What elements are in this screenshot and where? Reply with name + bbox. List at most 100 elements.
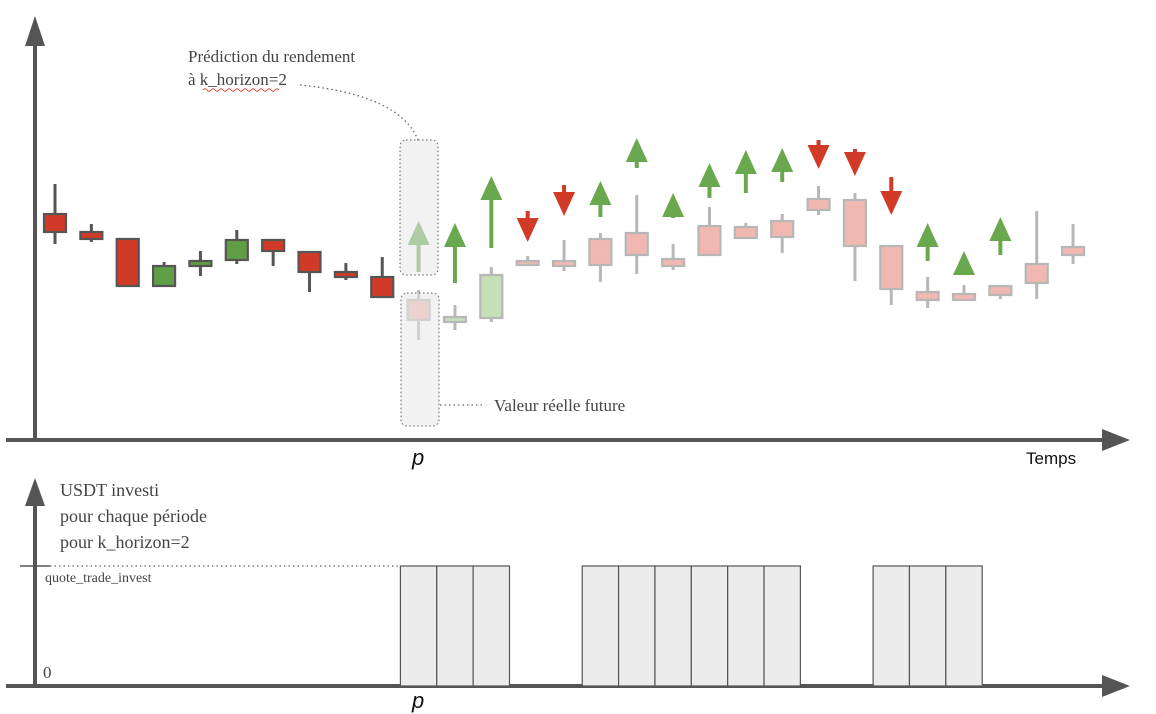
candle-body bbox=[115, 237, 140, 288]
candle-body bbox=[442, 315, 468, 324]
price-axis-arrowhead bbox=[25, 16, 45, 46]
prediction-arrow bbox=[771, 148, 794, 182]
investment-bar bbox=[436, 565, 474, 687]
candle-body bbox=[988, 284, 1013, 297]
candle bbox=[42, 184, 68, 244]
candle-body bbox=[224, 238, 249, 262]
candle bbox=[842, 193, 868, 281]
candle bbox=[79, 224, 104, 242]
prediction-arrow-head bbox=[698, 163, 721, 187]
investment-bar bbox=[617, 565, 656, 687]
investment-bar bbox=[908, 565, 947, 687]
investment-bar bbox=[472, 565, 511, 687]
candle-body bbox=[370, 275, 395, 299]
prediction-arrow-head bbox=[625, 138, 648, 162]
candle-body bbox=[842, 198, 868, 248]
candle-body bbox=[333, 270, 358, 279]
candle bbox=[661, 244, 686, 270]
prediction-label-line2: à k_horizon=2 bbox=[188, 70, 287, 89]
candle bbox=[442, 305, 468, 330]
candle bbox=[624, 195, 649, 274]
candle-body bbox=[297, 250, 322, 274]
prediction-arrow-head bbox=[480, 176, 503, 200]
candle bbox=[115, 237, 140, 288]
candle-body bbox=[951, 292, 977, 302]
prediction-arrow-head bbox=[807, 145, 830, 169]
time-axis-bottom-arrowhead bbox=[1102, 675, 1130, 697]
investment-bar bbox=[690, 565, 729, 687]
candle-body bbox=[479, 273, 504, 320]
candle-body bbox=[624, 231, 649, 257]
candle-body bbox=[79, 230, 104, 241]
candle-body bbox=[770, 219, 795, 239]
time-axis-label: Temps bbox=[1026, 449, 1076, 468]
prediction-arrow bbox=[662, 193, 685, 218]
prediction-arrow bbox=[589, 181, 612, 217]
candle-body bbox=[879, 244, 904, 291]
candle-body bbox=[1024, 262, 1049, 285]
spellcheck-underline bbox=[202, 88, 280, 92]
investment-bar bbox=[872, 565, 911, 687]
prediction-arrow-head bbox=[843, 152, 866, 176]
time-axis-arrowhead bbox=[1102, 429, 1130, 451]
candle-body bbox=[261, 238, 286, 253]
prediction-arrow bbox=[553, 185, 576, 216]
usdt-label-line3: pour k_horizon=2 bbox=[60, 532, 190, 552]
prediction-arrow-head bbox=[553, 192, 576, 216]
prediction-arrow-head bbox=[516, 218, 539, 242]
candle bbox=[915, 277, 940, 308]
candle bbox=[879, 244, 904, 305]
zero-label: 0 bbox=[43, 663, 52, 682]
candle bbox=[297, 250, 322, 292]
prediction-arrow-head bbox=[880, 191, 903, 215]
investment-bars-layer bbox=[399, 565, 983, 687]
candle-body bbox=[515, 259, 540, 267]
candle bbox=[806, 186, 831, 215]
investment-bar bbox=[654, 565, 692, 687]
prediction-arrow-head bbox=[734, 150, 757, 174]
prediction-arrow bbox=[698, 163, 721, 198]
prediction-highlight-box bbox=[399, 139, 439, 276]
candle-body bbox=[915, 290, 940, 302]
prediction-arrow-head bbox=[953, 251, 975, 275]
candle bbox=[951, 285, 977, 302]
prediction-arrow-head bbox=[989, 217, 1012, 241]
investment-bar bbox=[763, 565, 801, 687]
prediction-arrow-head bbox=[662, 193, 685, 217]
p-marker-top: p bbox=[411, 445, 424, 470]
prediction-arrow bbox=[953, 251, 975, 275]
prediction-arrow bbox=[443, 223, 466, 283]
prediction-arrow bbox=[734, 150, 757, 193]
candle bbox=[151, 262, 177, 288]
candle bbox=[1024, 211, 1049, 299]
candle-body bbox=[806, 197, 831, 212]
investment-bar bbox=[581, 565, 620, 687]
candle-body bbox=[188, 259, 213, 268]
candle bbox=[224, 230, 249, 264]
real-value-label: Valeur réelle future bbox=[494, 396, 625, 415]
prediction-arrow-head bbox=[443, 223, 466, 247]
candle-body bbox=[588, 237, 613, 267]
candle bbox=[770, 214, 795, 253]
usdt-label-line1: USDT investi bbox=[60, 480, 159, 500]
candle bbox=[1060, 224, 1086, 264]
candle-body bbox=[551, 259, 577, 268]
prediction-arrow bbox=[625, 138, 648, 168]
quote-level-label: quote_trade_invest bbox=[45, 571, 152, 586]
candle-body bbox=[733, 225, 758, 240]
top-axes bbox=[6, 16, 1130, 451]
p-marker-bottom: p bbox=[411, 688, 424, 713]
prediction-arrow bbox=[916, 223, 939, 261]
real-value-highlight-box bbox=[400, 292, 440, 427]
candle bbox=[988, 284, 1013, 299]
candle-body bbox=[1060, 245, 1086, 257]
candle bbox=[515, 256, 540, 267]
candle bbox=[733, 223, 758, 240]
prediction-label-line1: Prédiction du rendement bbox=[188, 47, 355, 66]
prediction-arrow-head bbox=[589, 181, 612, 205]
investment-bar bbox=[945, 565, 983, 687]
prediction-arrow-head bbox=[916, 223, 939, 247]
candle bbox=[333, 263, 358, 280]
candle bbox=[551, 240, 577, 271]
